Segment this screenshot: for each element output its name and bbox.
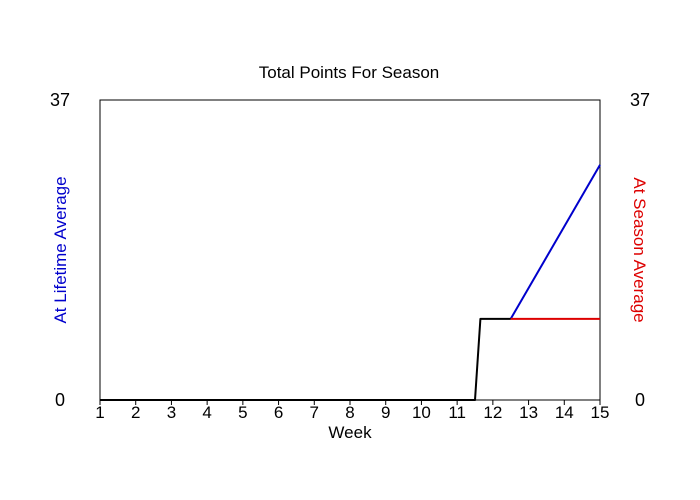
right-y-axis-label: At Season Average bbox=[630, 177, 649, 322]
x-axis-ticks: 1 2 3 4 5 6 7 8 9 10 11 12 13 14 15 bbox=[95, 400, 609, 422]
x-tick-label: 3 bbox=[167, 403, 176, 422]
left-y-min-label: 0 bbox=[55, 390, 65, 410]
chart-title: Total Points For Season bbox=[259, 63, 439, 82]
x-tick-label: 9 bbox=[381, 403, 390, 422]
x-tick-label: 5 bbox=[238, 403, 247, 422]
left-y-max-label: 37 bbox=[50, 90, 70, 110]
x-tick-label: 14 bbox=[555, 403, 574, 422]
series-line-actual bbox=[100, 317, 511, 401]
x-tick-label: 1 bbox=[95, 403, 104, 422]
right-y-min-label: 0 bbox=[635, 390, 645, 410]
x-tick-label: 15 bbox=[591, 403, 610, 422]
x-tick-label: 10 bbox=[412, 403, 431, 422]
x-tick-label: 7 bbox=[310, 403, 319, 422]
x-tick-label: 4 bbox=[202, 403, 211, 422]
x-tick-label: 6 bbox=[274, 403, 283, 422]
series-layer bbox=[100, 164, 601, 401]
left-y-axis-label: At Lifetime Average bbox=[51, 176, 70, 323]
x-tick-label: 2 bbox=[131, 403, 140, 422]
right-y-max-label: 37 bbox=[630, 90, 650, 110]
x-tick-label: 12 bbox=[483, 403, 502, 422]
series-line-lifetime bbox=[509, 164, 601, 320]
x-tick-label: 11 bbox=[448, 403, 466, 422]
x-axis-label: Week bbox=[328, 423, 372, 442]
x-tick-label: 13 bbox=[519, 403, 538, 422]
x-tick-label: 8 bbox=[345, 403, 354, 422]
plot-frame bbox=[99, 99, 601, 401]
